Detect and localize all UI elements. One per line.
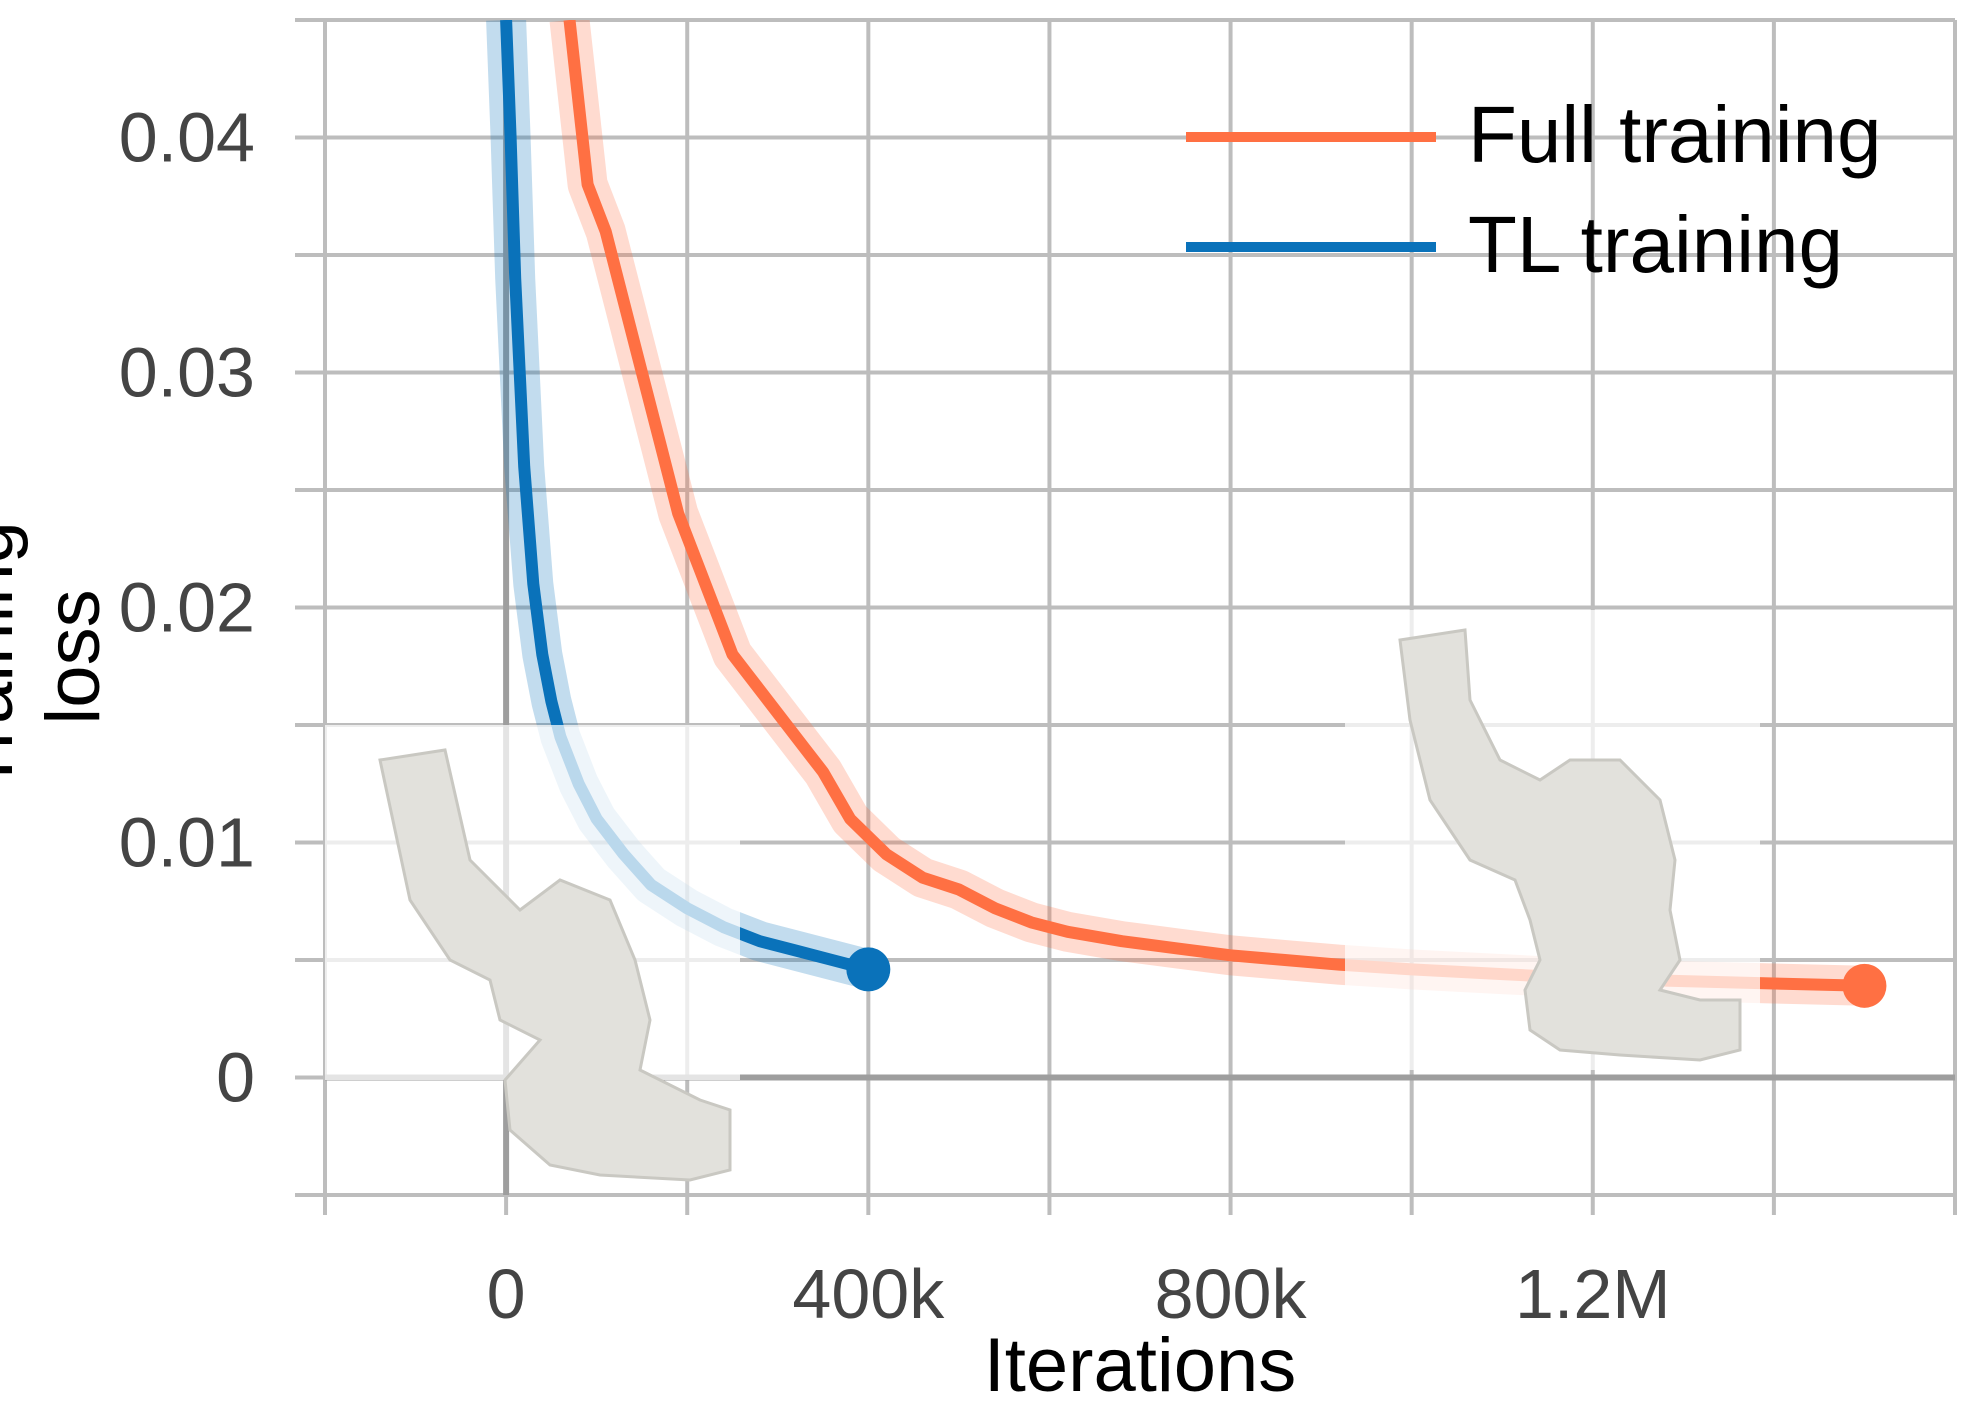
- legend-label-full-training: Full training: [1468, 90, 1882, 179]
- y-tick-label: 0.04: [119, 99, 255, 177]
- legend-swatch-full-training: [1186, 132, 1436, 142]
- vessel-render-left: [325, 725, 740, 1182]
- x-axis-title: Iterations: [983, 1323, 1297, 1408]
- y-tick-labels: 0 0.01 0.02 0.03 0.04: [119, 99, 255, 1117]
- y-tick-label: 0.01: [119, 804, 255, 882]
- vessel-render-right: [1345, 610, 1760, 1070]
- legend: Full training TL training: [1186, 90, 1906, 320]
- series-end-marker-full-training: [1842, 963, 1887, 1008]
- series-end-marker-tl-training: [846, 947, 891, 992]
- x-tick-label: 400k: [792, 1255, 945, 1333]
- legend-item-full-training: Full training: [1186, 90, 1906, 180]
- legend-item-tl-training: TL training: [1186, 200, 1906, 290]
- y-tick-label: 0.02: [119, 569, 255, 647]
- y-axis-title: Training loss: [0, 521, 116, 793]
- x-tick-label: 1.2M: [1515, 1255, 1671, 1333]
- y-tick-label: 0.03: [119, 334, 255, 412]
- x-tick-label: 800k: [1155, 1255, 1308, 1333]
- x-tick-label: 0: [487, 1255, 526, 1333]
- x-tick-labels: 0 400k 800k 1.2M: [487, 1255, 1671, 1333]
- legend-label-tl-training: TL training: [1468, 200, 1843, 289]
- y-tick-label: 0: [216, 1039, 255, 1117]
- legend-swatch-tl-training: [1186, 242, 1436, 252]
